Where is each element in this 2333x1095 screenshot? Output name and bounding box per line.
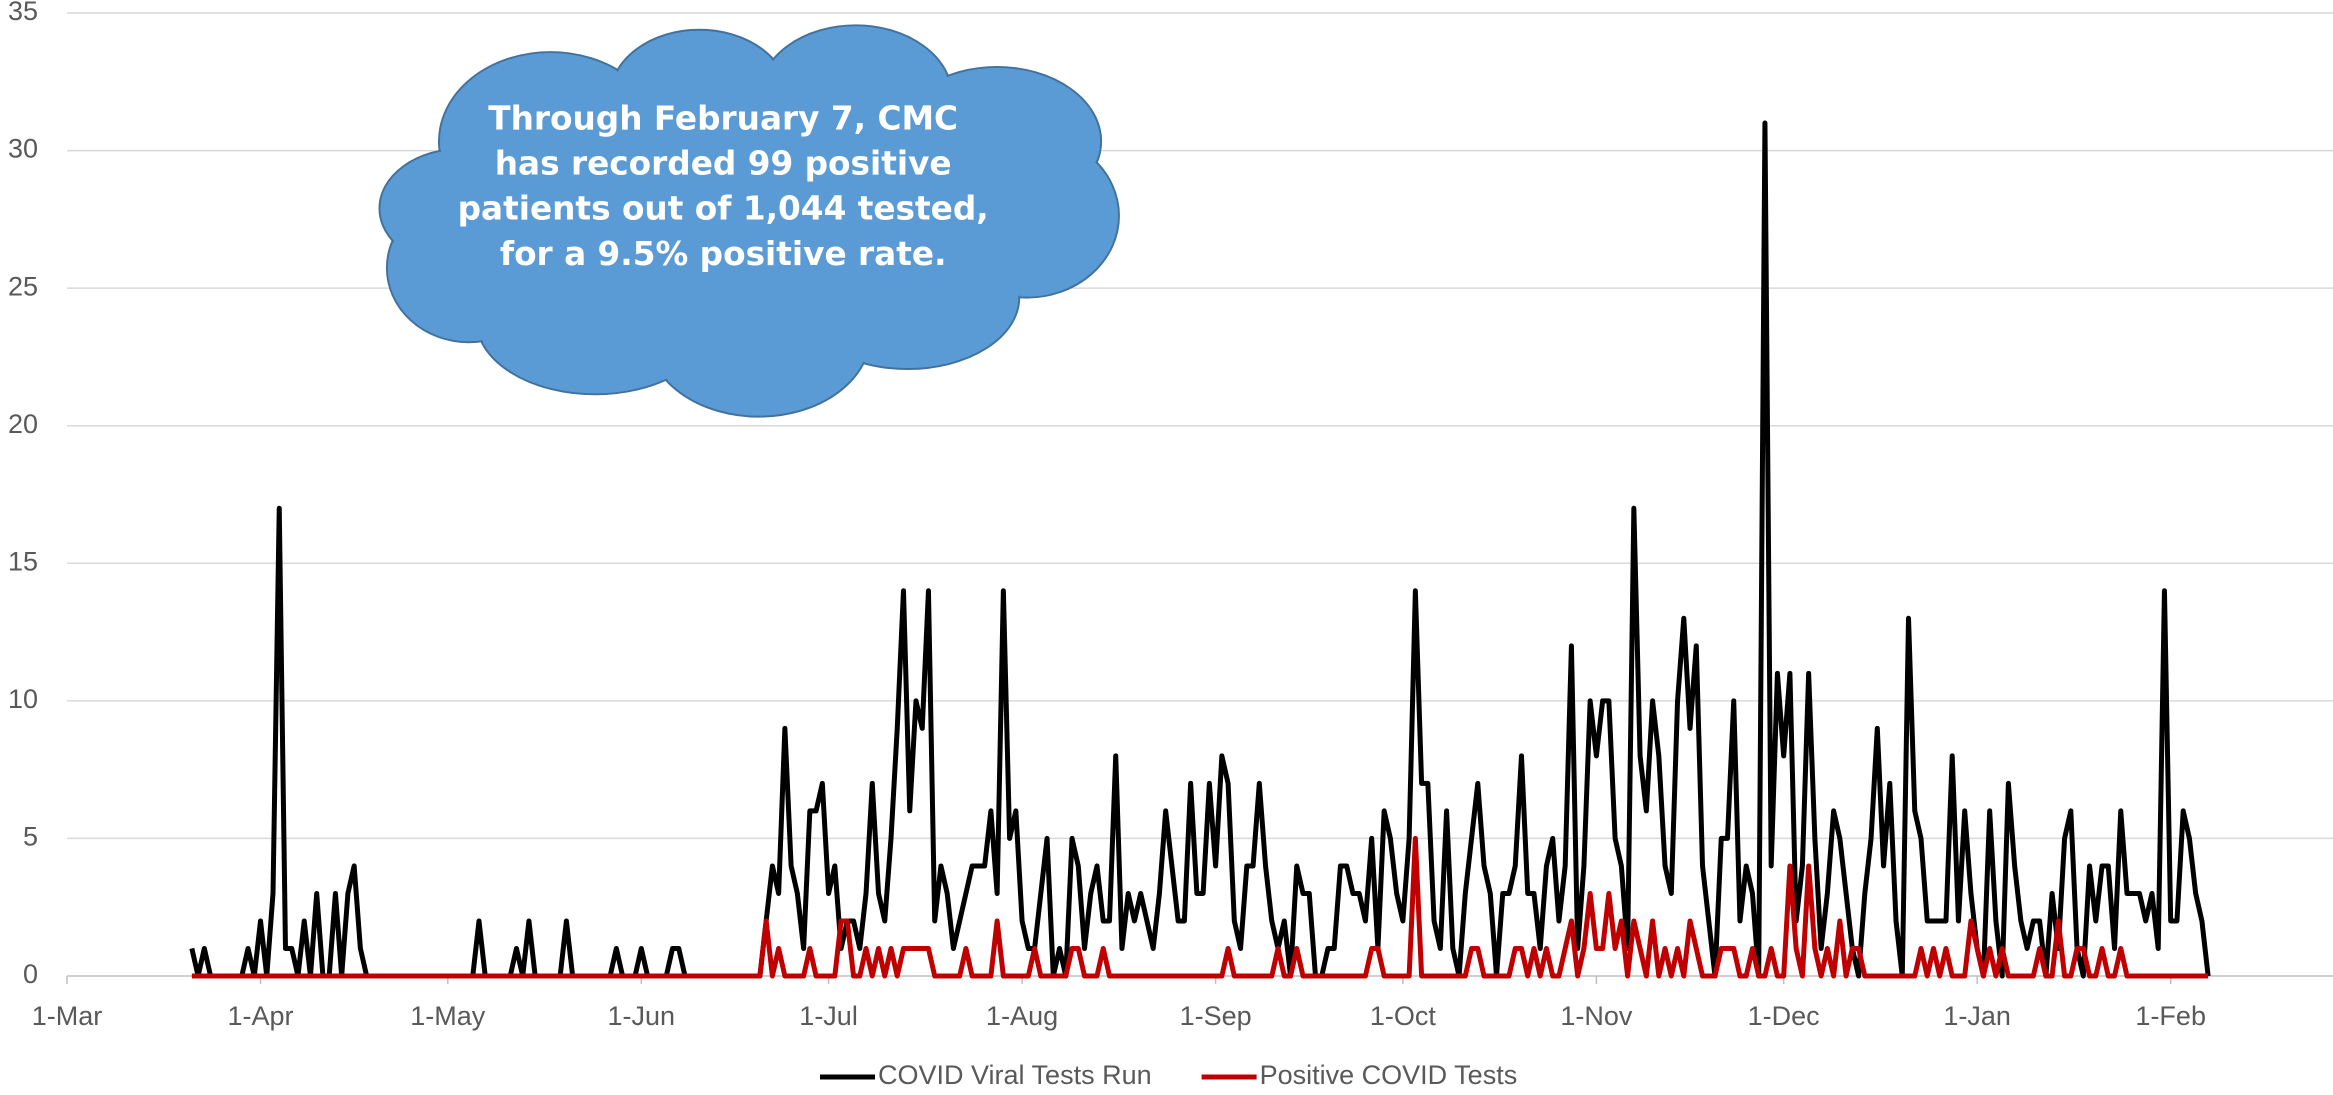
y-tick-label: 0 [23,959,38,989]
x-tick-label: 1-Jan [1943,1001,2011,1031]
x-tick-label: 1-Aug [986,1001,1058,1031]
annotation-text: Through February 7, CMC [488,100,958,138]
y-tick-label: 35 [8,0,38,26]
y-tick-label: 5 [23,822,38,852]
x-tick-label: 1-Sep [1180,1001,1252,1031]
legend-label: COVID Viral Tests Run [878,1060,1152,1090]
x-tick-label: 1-May [410,1001,486,1031]
legend: COVID Viral Tests Run Positive COVID Test… [820,1060,1517,1090]
x-tick-label: 1-Nov [1560,1001,1633,1031]
x-tick-label: 1-Jul [799,1001,858,1031]
chart: 0 5 10 15 20 25 30 35 1-Mar 1-Apr 1-May 1-Jun 1-Jul 1… [0,0,2333,1095]
legend-label: Positive COVID Tests [1260,1060,1518,1090]
annotation-text: for a 9.5% positive rate. [500,235,947,273]
x-tick-label: 1-Apr [227,1001,293,1031]
y-tick-label: 20 [8,409,38,439]
x-tick-label: 1-Feb [2135,1001,2206,1031]
x-tick-label: 1-Mar [32,1001,103,1031]
x-tick-label: 1-Dec [1748,1001,1820,1031]
page: 0 5 10 15 20 25 30 35 1-Mar 1-Apr 1-May 1-Jun 1-Jul 1… [0,0,2333,1095]
x-tick-label: 1-Jun [608,1001,676,1031]
y-tick-label: 10 [8,684,38,714]
annotation-text: patients out of 1,044 tested, [458,190,989,228]
y-tick-label: 30 [8,134,38,164]
annotation-text: has recorded 99 positive [495,145,952,183]
y-tick-label: 25 [8,271,38,301]
x-tick-label: 1-Oct [1370,1001,1437,1031]
y-tick-label: 15 [8,546,38,576]
annotation-cloud: Through February 7, CMC has recorded 99 p… [379,25,1119,416]
